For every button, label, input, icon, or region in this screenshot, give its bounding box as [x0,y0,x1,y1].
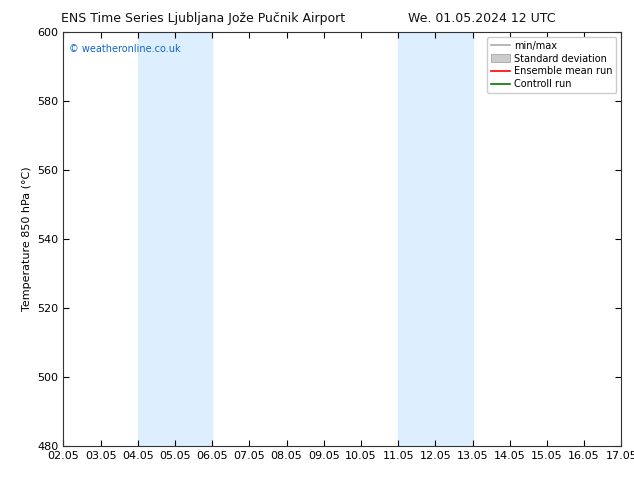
Text: © weatheronline.co.uk: © weatheronline.co.uk [69,44,181,54]
Bar [138,32,212,446]
Bar [398,32,472,446]
Text: ENS Time Series Ljubljana Jože Pučnik Airport: ENS Time Series Ljubljana Jože Pučnik Ai… [61,12,345,25]
Legend: min/max, Standard deviation, Ensemble mean run, Controll run: min/max, Standard deviation, Ensemble me… [487,37,616,93]
Text: We. 01.05.2024 12 UTC: We. 01.05.2024 12 UTC [408,12,555,25]
Y-axis label: Temperature 850 hPa (°C): Temperature 850 hPa (°C) [22,167,32,311]
